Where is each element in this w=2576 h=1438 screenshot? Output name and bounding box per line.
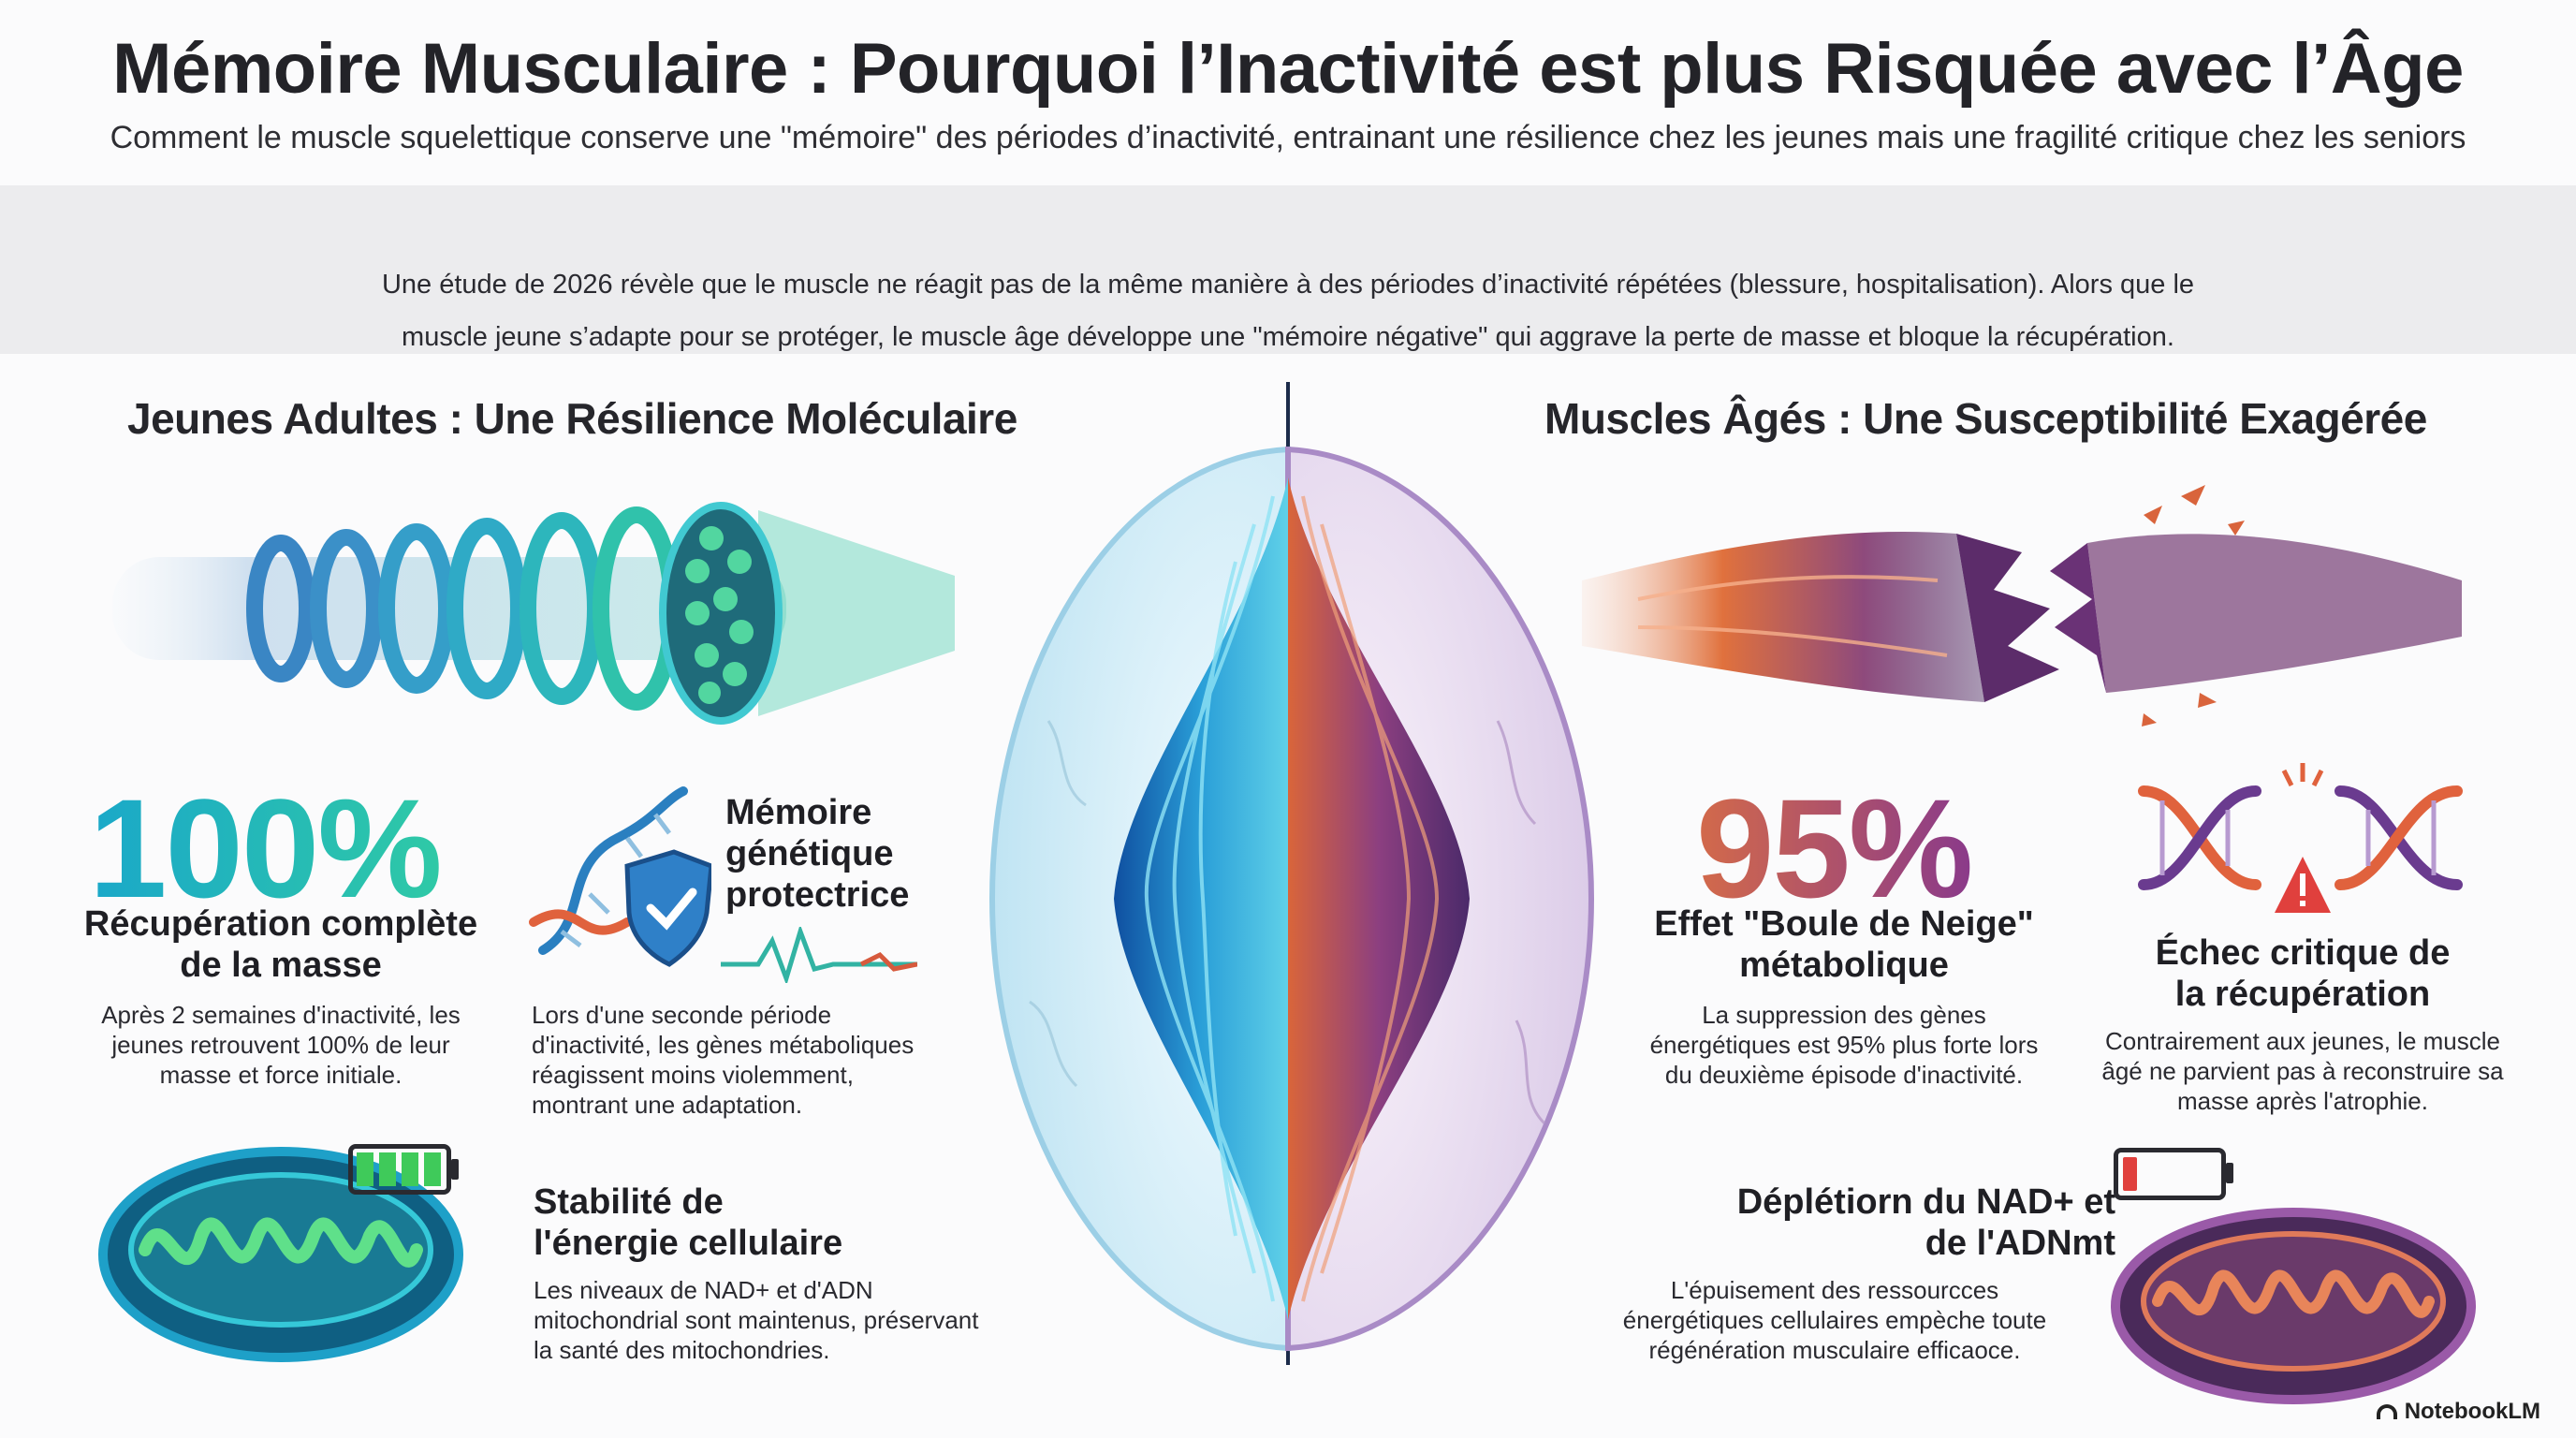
young-recovery-text: Après 2 semaines d'inactivité, les jeune… xyxy=(66,1000,496,1090)
old-snowball-stat: 95% xyxy=(1696,768,1973,930)
intro-text: Une étude de 2026 révèle que le muscle n… xyxy=(337,258,2239,363)
young-recovery-heading-line-2: de la masse xyxy=(180,946,382,985)
depletion-text: L'épuisement des ressourcces énergétique… xyxy=(1582,1275,2087,1365)
intro-line-1: Une étude de 2026 révèle que le muscle n… xyxy=(381,270,2195,300)
battery-level-bar xyxy=(357,1152,443,1186)
snowball-heading: Effet "Boule de Neige" métabolique xyxy=(1619,903,2069,986)
low-battery-level-bar xyxy=(2123,1157,2137,1191)
broken-dna-warning-icon xyxy=(2138,763,2463,913)
healthy-mitochondria-icon xyxy=(98,1147,463,1362)
memory-heading-line-2: génétique xyxy=(725,834,894,873)
energy-text: Les niveaux de NAD+ et d'ADN mitochondri… xyxy=(534,1275,1020,1365)
young-recovery-text-line-2: jeunes retrouvent 100% de leur xyxy=(111,1031,450,1059)
heartbeat-icon xyxy=(721,927,917,983)
full-battery-icon xyxy=(348,1144,451,1195)
battery-tip xyxy=(451,1159,459,1180)
intro-line-2: muscle jeune s’adapte pour se protéger, … xyxy=(402,322,2174,352)
damaged-muscle-fiber-illustration xyxy=(1582,485,2462,726)
failure-text-line-2: âgé ne parvient pas à reconstruire sa xyxy=(2101,1057,2504,1085)
intro-band xyxy=(0,185,2576,354)
young-recovery-heading: Récupération complète de la masse xyxy=(56,903,505,986)
depletion-text-line-1: L'épuisement des ressourcces xyxy=(1670,1276,1999,1304)
depletion-heading: Déplétiorn du NAD+ et de l'ADNmt xyxy=(1591,1181,2115,1264)
resilient-muscle-fiber-illustration xyxy=(112,502,955,725)
memory-text: Lors d'une seconde période d'inactivité,… xyxy=(532,1000,962,1120)
depletion-text-line-2: énergétiques cellulaires empèche toute xyxy=(1622,1306,2047,1334)
snowball-heading-line-2: métabolique xyxy=(1739,946,1949,985)
low-battery-icon xyxy=(2114,1148,2226,1200)
muscle-cross-section-illustration xyxy=(988,446,1595,1352)
damaged-mitochondria-icon xyxy=(2111,1208,2476,1404)
young-recovery-text-line-1: Après 2 semaines d'inactivité, les xyxy=(101,1001,461,1029)
memory-text-line-3: réagissent moins violemment, xyxy=(532,1061,854,1089)
memory-heading-line-3: protectrice xyxy=(725,875,910,915)
snowball-text: La suppression des gènes énergétiques es… xyxy=(1619,1000,2069,1090)
failure-heading-line-1: Échec critique de xyxy=(2155,933,2451,973)
failure-heading-line-2: la récupération xyxy=(2174,975,2431,1014)
notebooklm-logo-icon xyxy=(2376,1404,2397,1419)
notebooklm-brand: NotebookLM xyxy=(2376,1399,2540,1425)
memory-heading-line-1: Mémoire xyxy=(725,793,872,832)
snowball-text-line-1: La suppression des gènes xyxy=(1702,1001,1986,1029)
energy-heading-line-2: l'énergie cellulaire xyxy=(534,1224,843,1263)
failure-heading: Échec critique de la récupération xyxy=(2078,932,2527,1015)
old-section-title: Muscles Âgés : Une Susceptibilité Exagér… xyxy=(1544,394,2427,443)
failure-text-line-3: masse après l'atrophie. xyxy=(2177,1087,2428,1115)
page-subtitle: Comment le muscle squelettique conserve … xyxy=(110,120,2466,155)
page-title: Mémoire Musculaire : Pourquoi l’Inactivi… xyxy=(112,29,2464,109)
energy-text-line-1: Les niveaux de NAD+ et d'ADN xyxy=(534,1276,873,1304)
failure-text: Contrairement aux jeunes, le muscle âgé … xyxy=(2078,1026,2527,1116)
energy-heading-line-1: Stabilité de xyxy=(534,1182,724,1222)
memory-text-line-2: d'inactivité, les gènes métaboliques xyxy=(532,1031,915,1059)
snowball-text-line-3: du deuxième épisode d'inactivité. xyxy=(1664,1061,2024,1089)
energy-heading: Stabilité de l'énergie cellulaire xyxy=(534,1181,842,1264)
brand-name: NotebookLM xyxy=(2404,1399,2540,1424)
depletion-heading-line-1: Déplétiorn du NAD+ et xyxy=(1736,1182,2115,1222)
snowball-heading-line-1: Effet "Boule de Neige" xyxy=(1654,904,2034,944)
depletion-heading-line-2: de l'ADNmt xyxy=(1925,1224,2115,1263)
memory-text-line-4: montrant une adaptation. xyxy=(532,1091,803,1119)
young-recovery-heading-line-1: Récupération complète xyxy=(83,904,478,944)
low-battery-tip xyxy=(2226,1163,2233,1183)
dna-shield-icon xyxy=(529,786,711,967)
snowball-text-line-2: énergétiques est 95% plus forte lors xyxy=(1649,1031,2039,1059)
young-recovery-stat: 100% xyxy=(89,768,443,930)
memory-text-line-1: Lors d'une seconde période xyxy=(532,1001,832,1029)
energy-text-line-2: mitochondrial sont maintenus, préservant xyxy=(534,1306,979,1334)
failure-text-line-1: Contrairement aux jeunes, le muscle xyxy=(2105,1027,2500,1055)
energy-text-line-3: la santé des mitochondries. xyxy=(534,1336,830,1364)
depletion-text-line-3: régénération musculaire efficaoce. xyxy=(1648,1336,2021,1364)
young-recovery-text-line-3: masse et force initiale. xyxy=(159,1061,402,1089)
young-section-title: Jeunes Adultes : Une Résilience Molécula… xyxy=(127,394,1017,443)
memory-heading: Mémoire génétique protectrice xyxy=(725,792,909,916)
